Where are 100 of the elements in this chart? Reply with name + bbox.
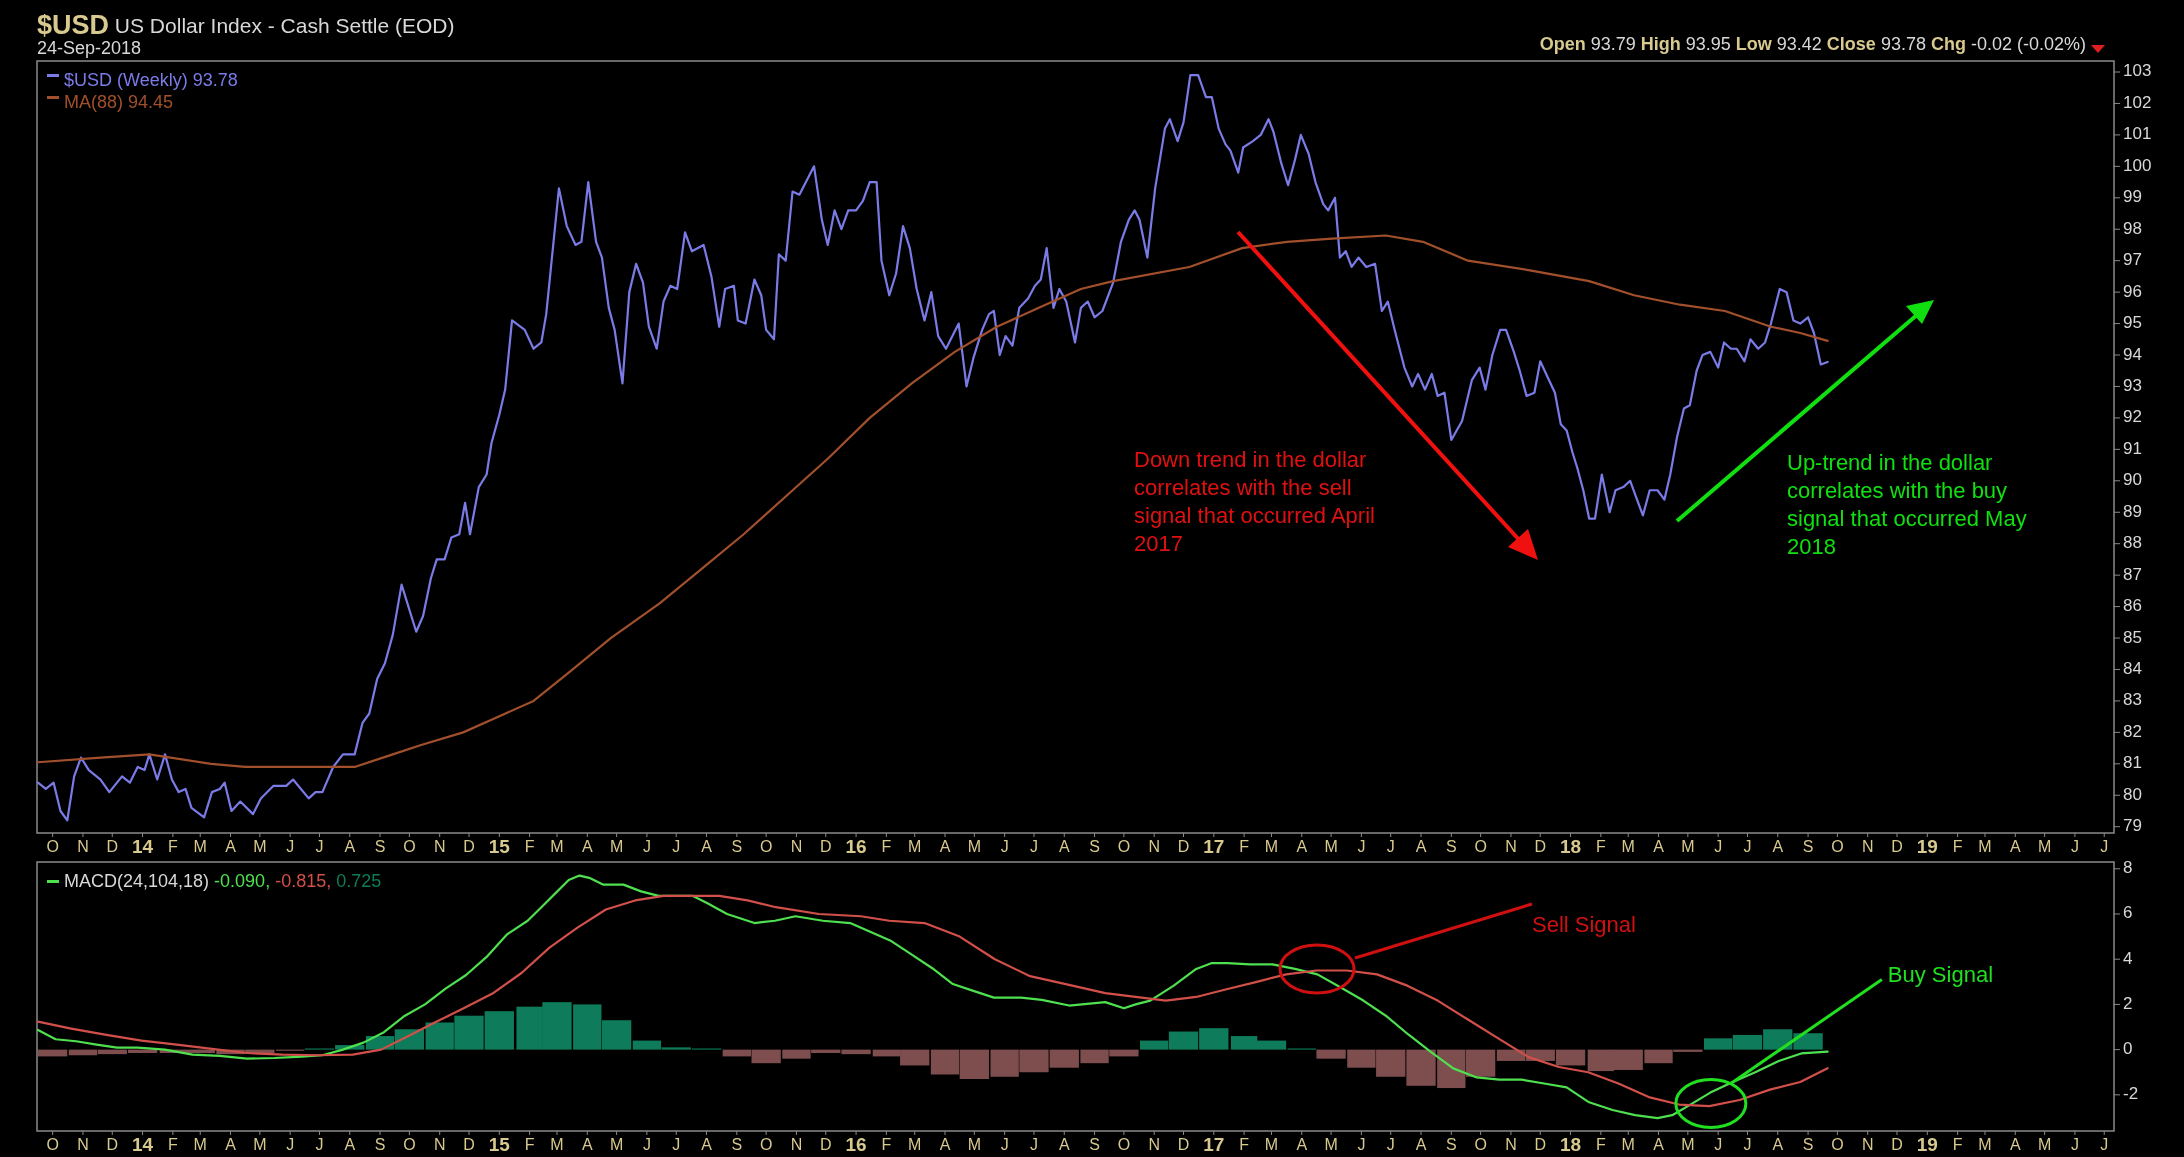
x-tick-label: M — [1978, 838, 1992, 856]
x-tick-label: S — [1802, 1136, 1814, 1154]
x-tick-label: F — [524, 1136, 535, 1154]
y-tick-label: 103 — [2123, 61, 2152, 81]
y-tick-label: 84 — [2123, 658, 2142, 678]
x-tick-label: J — [2070, 838, 2079, 856]
y-tick-label: 83 — [2123, 690, 2142, 710]
y-tick-label: 88 — [2123, 533, 2142, 553]
x-tick-label: J — [672, 1136, 681, 1154]
x-tick-label: F — [1952, 1136, 1963, 1154]
x-tick-label: N — [1148, 1136, 1160, 1154]
x-tick-label: A — [701, 1136, 713, 1154]
x-tick-label: A — [344, 838, 356, 856]
x-tick-label: J — [1029, 838, 1038, 856]
x-tick-label: M — [1681, 1136, 1695, 1154]
x-tick-label: 18 — [1559, 1134, 1582, 1156]
x-tick-label: D — [1891, 1136, 1903, 1154]
y-tick-label: 81 — [2123, 753, 2142, 773]
x-tick-label: J — [672, 838, 681, 856]
x-tick-label: M — [1324, 838, 1338, 856]
y-tick-label: -2 — [2123, 1084, 2139, 1104]
legend-label: MACD(24,104,18) -0.090, — [64, 870, 271, 891]
x-tick-label: D — [1177, 838, 1190, 856]
x-tick-label: A — [1653, 838, 1665, 856]
x-tick-label: N — [1861, 838, 1874, 856]
annotation: Sell Signal — [1532, 912, 1636, 937]
x-tick-label: M — [253, 1136, 267, 1154]
x-tick-label: 16 — [845, 1134, 867, 1156]
x-tick-label: O — [46, 1136, 59, 1154]
x-tick-label: S — [1445, 1136, 1457, 1154]
y-tick-label: 89 — [2123, 501, 2142, 521]
x-tick-label: N — [433, 838, 446, 856]
x-tick-label: J — [286, 838, 295, 856]
x-tick-label: S — [731, 1136, 743, 1154]
x-tick-label: A — [2009, 838, 2021, 856]
legend-label: $USD (Weekly) 93.78 — [64, 69, 238, 90]
x-tick-label: F — [881, 1136, 892, 1154]
x-tick-label: J — [315, 838, 324, 856]
x-tick-label: A — [1058, 1136, 1070, 1154]
y-tick-label: 95 — [2123, 313, 2142, 333]
x-tick-label: S — [374, 838, 386, 856]
x-tick-label: M — [1264, 1136, 1279, 1154]
y-tick-label: 87 — [2123, 564, 2142, 584]
x-tick-label: M — [1681, 838, 1695, 856]
x-tick-label: N — [1861, 1136, 1874, 1154]
x-tick-label: D — [463, 838, 475, 856]
x-tick-label: 17 — [1203, 1134, 1225, 1156]
x-tick-label: O — [759, 1136, 773, 1154]
x-tick-label: M — [2037, 838, 2052, 856]
x-tick-label: 15 — [488, 1134, 511, 1156]
x-tick-label: J — [286, 1136, 295, 1154]
x-tick-label: A — [1415, 1136, 1427, 1154]
y-tick-label: 85 — [2123, 627, 2142, 647]
x-tick-label: A — [1772, 1136, 1784, 1154]
y-tick-label: 2 — [2123, 993, 2133, 1013]
y-tick-label: 4 — [2123, 948, 2133, 968]
x-tick-label: D — [1534, 1136, 1547, 1154]
x-tick-label: 19 — [1916, 1134, 1938, 1156]
x-tick-label: 19 — [1916, 836, 1938, 858]
legend-label: MA(88) 94.45 — [64, 91, 174, 112]
x-tick-label: M — [1978, 1136, 1992, 1154]
x-tick-label: N — [790, 838, 803, 856]
y-tick-label: 6 — [2123, 903, 2133, 923]
x-tick-label: M — [967, 1136, 981, 1154]
x-tick-label: M — [1264, 838, 1279, 856]
x-tick-label: A — [1415, 838, 1427, 856]
x-tick-label: O — [1474, 1136, 1487, 1154]
y-tick-label: 0 — [2123, 1039, 2133, 1059]
x-tick-label: O — [1831, 838, 1844, 856]
x-tick-label: J — [1743, 1136, 1752, 1154]
x-tick-label: F — [1239, 838, 1250, 856]
x-tick-label: O — [1117, 1136, 1131, 1154]
y-tick-label: 98 — [2123, 218, 2142, 238]
x-tick-label: J — [1386, 1136, 1395, 1154]
x-tick-label: F — [1952, 838, 1963, 856]
x-tick-label: 17 — [1203, 836, 1225, 858]
x-tick-label: D — [106, 1136, 119, 1154]
x-tick-label: D — [463, 1136, 475, 1154]
x-tick-label: M — [908, 1136, 922, 1154]
x-tick-label: J — [1714, 838, 1723, 856]
x-tick-label: A — [1296, 838, 1308, 856]
x-tick-label: S — [1802, 838, 1814, 856]
x-tick-label: O — [1474, 838, 1487, 856]
x-tick-label: M — [967, 838, 981, 856]
x-tick-label: 18 — [1559, 836, 1582, 858]
annotation: Up-trend in the dollar correlates with the buy signal that occurred May 2018 — [1787, 450, 2027, 559]
x-tick-label: J — [642, 838, 651, 856]
x-tick-label: F — [1595, 1136, 1606, 1154]
x-tick-label: N — [1148, 838, 1160, 856]
x-tick-label: A — [939, 838, 951, 856]
y-tick-label: 102 — [2123, 92, 2152, 112]
x-tick-label: M — [2037, 1136, 2052, 1154]
x-tick-label: J — [1743, 838, 1752, 856]
x-tick-label: J — [1714, 1136, 1723, 1154]
x-tick-label: S — [1089, 1136, 1100, 1154]
x-tick-label: A — [581, 1136, 593, 1154]
x-tick-label: J — [1357, 838, 1366, 856]
y-tick-label: 80 — [2123, 784, 2142, 804]
x-tick-label: 14 — [131, 836, 154, 858]
x-tick-label: J — [2100, 838, 2109, 856]
